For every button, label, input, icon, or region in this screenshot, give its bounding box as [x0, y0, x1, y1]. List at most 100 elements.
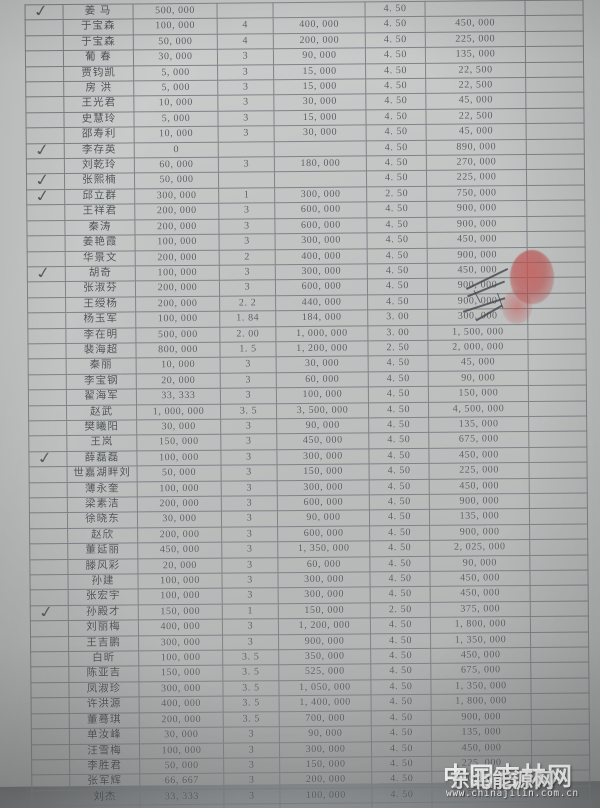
- cell-amount: 10, 000: [136, 357, 221, 374]
- cell-rate: 3: [220, 418, 277, 435]
- cell-final: 45, 000: [428, 354, 529, 372]
- cell-percent: 4. 50: [371, 710, 432, 726]
- row-checkmark-cell: [25, 96, 64, 113]
- cell-percent: 4. 50: [364, 1, 426, 18]
- cell-final: 900, 000: [426, 200, 527, 218]
- cell-tail: [528, 369, 587, 386]
- watermark-brand: 中国吉林网: [443, 762, 574, 791]
- cell-subtotal: [274, 171, 367, 188]
- cell-amount: 66, 667: [139, 773, 224, 790]
- cell-tail: [529, 462, 588, 479]
- cell-percent: 4. 50: [368, 401, 429, 418]
- cell-amount: 0: [134, 141, 219, 158]
- cell-subtotal: 1, 200, 000: [278, 618, 371, 635]
- cell-name: 李胜君: [69, 758, 140, 775]
- cell-empty: [531, 801, 591, 808]
- cell-name: 秦丽: [66, 358, 137, 375]
- cell-amount: 60, 000: [134, 157, 219, 174]
- cell-amount: 300, 000: [138, 681, 224, 698]
- cell-amount: 30, 000: [136, 419, 221, 436]
- cell-name: 赵欣: [67, 527, 138, 544]
- cell-percent: 4. 50: [367, 294, 428, 311]
- cell-name: 王绶杨: [65, 296, 136, 313]
- cell-name: 滕风彩: [67, 558, 138, 575]
- cell-final: 450, 000: [429, 478, 530, 495]
- cell-tail: [530, 647, 589, 663]
- cell-tail: [526, 123, 585, 140]
- cell-amount: 500, 000: [135, 326, 220, 343]
- cell-name: 张军辉: [69, 774, 140, 791]
- cell-name: 王吉鹏: [68, 635, 139, 652]
- cell-name: 李存英: [64, 142, 135, 159]
- cell-subtotal: 100, 000: [279, 787, 372, 804]
- row-checkmark-cell: ✓: [30, 605, 69, 622]
- cell-percent: 4. 50: [365, 93, 426, 110]
- cell-tail: [525, 107, 585, 124]
- cell-percent: 4. 50: [365, 78, 426, 95]
- cell-subtotal: 150, 000: [279, 756, 372, 774]
- row-checkmark-cell: [29, 528, 68, 545]
- cell-name: 史慧玲: [63, 111, 135, 128]
- cell-tail: [527, 246, 586, 263]
- cell-rate: 3: [217, 95, 274, 112]
- cell-rate: 3: [221, 572, 279, 589]
- cell-tail: [526, 169, 585, 186]
- cell-final: 890, 000: [426, 139, 527, 156]
- cell-subtotal: 90, 000: [277, 510, 370, 527]
- cell-amount: 200, 000: [135, 295, 220, 313]
- cell-percent: 4. 50: [368, 432, 429, 449]
- cell-percent: 4. 50: [366, 170, 427, 187]
- cell-final: 300, 000: [427, 308, 528, 325]
- cell-final: 1, 800, 000: [430, 616, 531, 634]
- cell-percent: 2. 50: [367, 340, 429, 357]
- cell-subtotal: 450, 000: [276, 433, 369, 450]
- cell-name: 樊曦阳: [66, 419, 137, 436]
- cell-empty: [139, 804, 225, 808]
- cell-percent: 4. 50: [371, 740, 432, 757]
- cell-rate: 3: [223, 788, 280, 805]
- cell-subtotal: 180, 000: [274, 155, 367, 173]
- cell-rate: [216, 2, 274, 19]
- cell-rate: 3: [219, 264, 276, 281]
- cell-subtotal: 600, 000: [274, 217, 368, 234]
- cell-percent: 4. 50: [367, 278, 428, 295]
- cell-amount: 30, 000: [137, 511, 222, 528]
- cell-subtotal: 150, 000: [277, 464, 370, 481]
- row-checkmark-cell: ✓: [26, 189, 65, 206]
- cell-final: 750, 000: [426, 185, 527, 202]
- cell-name: 贾钧凯: [63, 65, 134, 82]
- cell-amount: 100, 000: [135, 265, 220, 282]
- cell-tail: [525, 30, 584, 47]
- cell-tail: [525, 46, 584, 63]
- cell-subtotal: 100, 000: [276, 387, 369, 404]
- cell-percent: 4. 50: [370, 617, 431, 634]
- cell-amount: 500, 000: [133, 3, 218, 20]
- cell-amount: 1, 000, 000: [136, 403, 221, 420]
- cell-amount: 100, 000: [138, 650, 223, 667]
- row-checkmark-cell: [26, 127, 65, 144]
- cell-amount: 300, 000: [138, 634, 223, 651]
- row-checkmark-cell: [31, 774, 70, 791]
- cell-rate: 3: [217, 48, 274, 65]
- row-checkmark-cell: [25, 50, 64, 67]
- cell-percent: 4. 50: [371, 771, 432, 788]
- cell-percent: 4. 50: [365, 47, 426, 64]
- cell-final: 135, 000: [425, 46, 526, 64]
- check-icon: ✓: [31, 4, 52, 21]
- cell-amount: 5, 000: [133, 64, 218, 81]
- cell-subtotal: 60, 000: [277, 556, 370, 573]
- cell-subtotal: 1, 400, 000: [279, 695, 372, 712]
- row-checkmark-cell: [28, 435, 67, 452]
- cell-final: 4, 500, 000: [428, 401, 529, 418]
- cell-amount: 5, 000: [133, 111, 219, 128]
- cell-final: 450, 000: [425, 15, 526, 33]
- cell-percent: 4. 50: [369, 478, 430, 495]
- cell-percent: 4. 50: [371, 694, 432, 711]
- cell-percent: 4. 50: [369, 494, 430, 511]
- cell-name: 李宝钢: [66, 373, 137, 390]
- cell-subtotal: 15, 000: [273, 78, 366, 96]
- cell-rate: 3: [221, 464, 278, 481]
- cell-rate: 3: [218, 156, 275, 173]
- cell-amount: 150, 000: [138, 665, 223, 682]
